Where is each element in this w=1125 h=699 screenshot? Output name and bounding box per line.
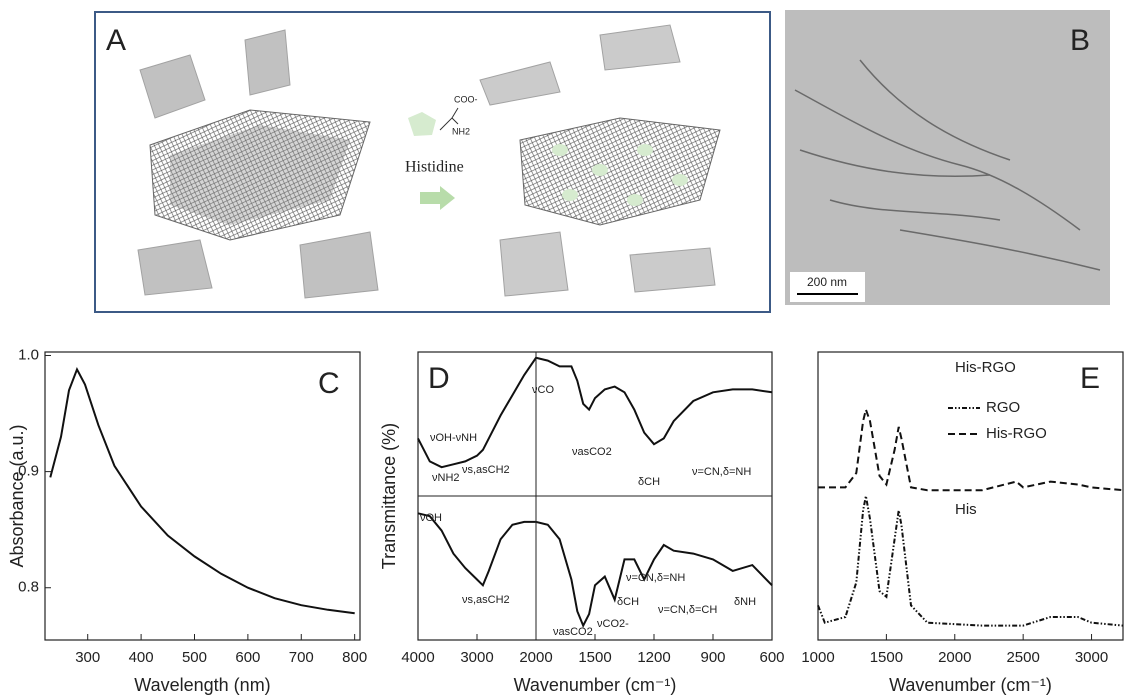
band-annotation: ν=CN,δ=CH [658, 604, 717, 616]
tem-image [785, 10, 1110, 305]
data-line [817, 495, 1124, 627]
sheet [137, 239, 213, 296]
panel-letter: E [1080, 362, 1100, 395]
band-annotation: νCO [532, 384, 554, 396]
panel-letter: D [428, 362, 450, 395]
scale-bar-label: 200 nm [807, 275, 847, 289]
x-tick-label: 300 [75, 649, 100, 666]
series-label: His [955, 501, 977, 518]
x-tick-label: 800 [342, 649, 367, 666]
x-tick-label: 2000 [519, 649, 552, 666]
sheet [139, 54, 206, 119]
plot-frame [817, 351, 1124, 641]
x-axis-label: Wavelength (nm) [134, 675, 270, 695]
carboxylate: COO- [454, 94, 478, 104]
x-tick-label: 600 [235, 649, 260, 666]
panel-letter: C [318, 367, 340, 400]
x-tick-label: 3000 [1075, 649, 1108, 666]
band-annotation: νs,asCH2 [462, 464, 510, 476]
x-tick-label: 1000 [801, 649, 834, 666]
plot-frame [44, 351, 361, 641]
y-axis-label: Transmittance (%) [379, 423, 399, 569]
sheet [629, 247, 716, 293]
band-annotation: νCO2- [597, 618, 629, 630]
sheet [599, 24, 681, 71]
amine: NH2 [452, 126, 470, 136]
charts: 300 400 500 600 700 800 0.8 0.9 1.0 C Wavelength (… [7, 346, 1124, 695]
band-annotation: νOH-νNH [430, 432, 477, 444]
x-tick-label: 400 [129, 649, 154, 666]
x-tick-label: 900 [700, 649, 725, 666]
chart: 4000 3000 2000 1500 1200 900 600 D His-RGO His νOH… [401, 351, 1016, 666]
graphene-sheet [149, 109, 371, 241]
x-tick-label: 1200 [637, 649, 670, 666]
x-tick-label: 2500 [1006, 649, 1039, 666]
data-line [49, 366, 355, 615]
y-tick-label: 0.9 [18, 463, 39, 480]
data-line [818, 406, 1124, 492]
band-annotation: νasCO2 [572, 446, 612, 458]
series-label: His-RGO [955, 359, 1016, 376]
band-annotation: ν=CN,δ=NH [626, 572, 685, 584]
sheet [299, 231, 379, 299]
legend-label: RGO [986, 399, 1020, 416]
legend-label: His-RGO [986, 425, 1047, 442]
histidine-icon [408, 112, 436, 136]
x-tick-label: 4000 [401, 649, 434, 666]
reagent-label: Histidine [405, 159, 464, 176]
band-annotation: νasCO2 [553, 626, 593, 638]
sheet [479, 61, 561, 106]
sheet [499, 231, 569, 297]
x-tick-label: 1500 [870, 649, 903, 666]
graphene-stack [170, 125, 350, 225]
histidine-chain [439, 107, 459, 131]
panel-letter: B [1070, 24, 1090, 57]
x-axis-label: Wavenumber (cm⁻¹) [889, 675, 1052, 695]
y-tick-label: 0.8 [18, 579, 39, 596]
band-annotation: δCH [638, 476, 660, 488]
y-tick-label: 1.0 [18, 346, 39, 363]
x-tick-label: 700 [289, 649, 314, 666]
panel-a: A COO- NH2 Histidine [94, 11, 771, 313]
x-tick-label: 2000 [938, 649, 971, 666]
sheet [244, 29, 291, 96]
band-annotation: νNH2 [432, 472, 460, 484]
x-tick-label: 3000 [460, 649, 493, 666]
bound-histidine [552, 144, 688, 206]
band-annotation: νs,asCH2 [462, 594, 510, 606]
band-annotation: δNH [734, 596, 756, 608]
band-annotation: δCH [617, 596, 639, 608]
x-tick-label: 600 [759, 649, 784, 666]
scale-bar-box [790, 272, 865, 302]
y-axis-label: Absorbance (a.u.) [7, 424, 27, 567]
x-axis-label: Wavenumber (cm⁻¹) [514, 675, 677, 695]
reaction-arrow [420, 186, 455, 210]
x-tick-label: 500 [182, 649, 207, 666]
x-tick-label: 1500 [578, 649, 611, 666]
panel-letter: A [106, 24, 126, 57]
band-annotation: ν=CN,δ=NH [692, 466, 751, 478]
wrinkle [794, 59, 1101, 271]
data-line [417, 356, 773, 469]
band-annotation: νOH [420, 512, 442, 524]
data-line [417, 512, 773, 628]
chart: 300 400 500 600 700 800 0.8 0.9 1.0 C [18, 346, 367, 666]
panel-b: B 200 nm [785, 10, 1110, 305]
chart: 1000 1500 2000 2500 3000 E RGO His-RGO [801, 351, 1124, 666]
